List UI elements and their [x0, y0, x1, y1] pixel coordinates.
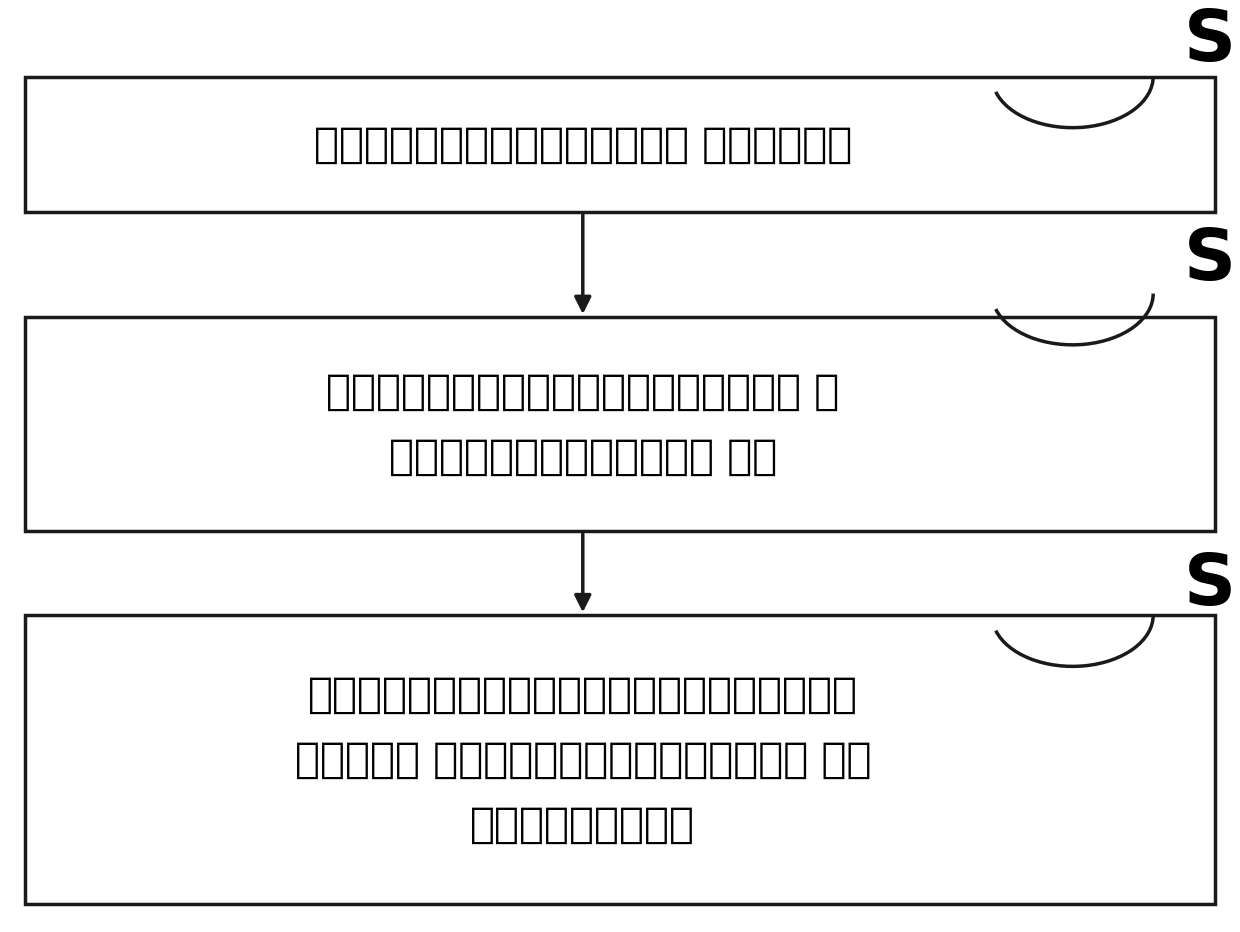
Text: 在具有所述二氧化锡溶胶的所述混合溶液中加入碱
性添加剂， 使所述二氧化锡溶胶的粒径增大， 从而
得到所述前驱体溶液: 在具有所述二氧化锡溶胶的所述混合溶液中加入碱 性添加剂， 使所述二氧化锡溶胶的粒… — [295, 674, 870, 845]
Text: 对所述混合溶液进行加热蔓发和冷凝回流， 使
混合溶液形成二氧化锡溶胶； 以及: 对所述混合溶液进行加热蔓发和冷凝回流， 使 混合溶液形成二氧化锡溶胶； 以及 — [326, 371, 839, 477]
Text: 将锡的氯化物添加至有机溶剂中， 形成混合溶液: 将锡的氯化物添加至有机溶剂中， 形成混合溶液 — [314, 123, 852, 166]
Text: S300: S300 — [1184, 551, 1240, 620]
Text: S100: S100 — [1184, 7, 1240, 76]
FancyBboxPatch shape — [25, 317, 1215, 531]
FancyBboxPatch shape — [25, 615, 1215, 904]
FancyBboxPatch shape — [25, 77, 1215, 212]
Text: S200: S200 — [1184, 226, 1240, 295]
